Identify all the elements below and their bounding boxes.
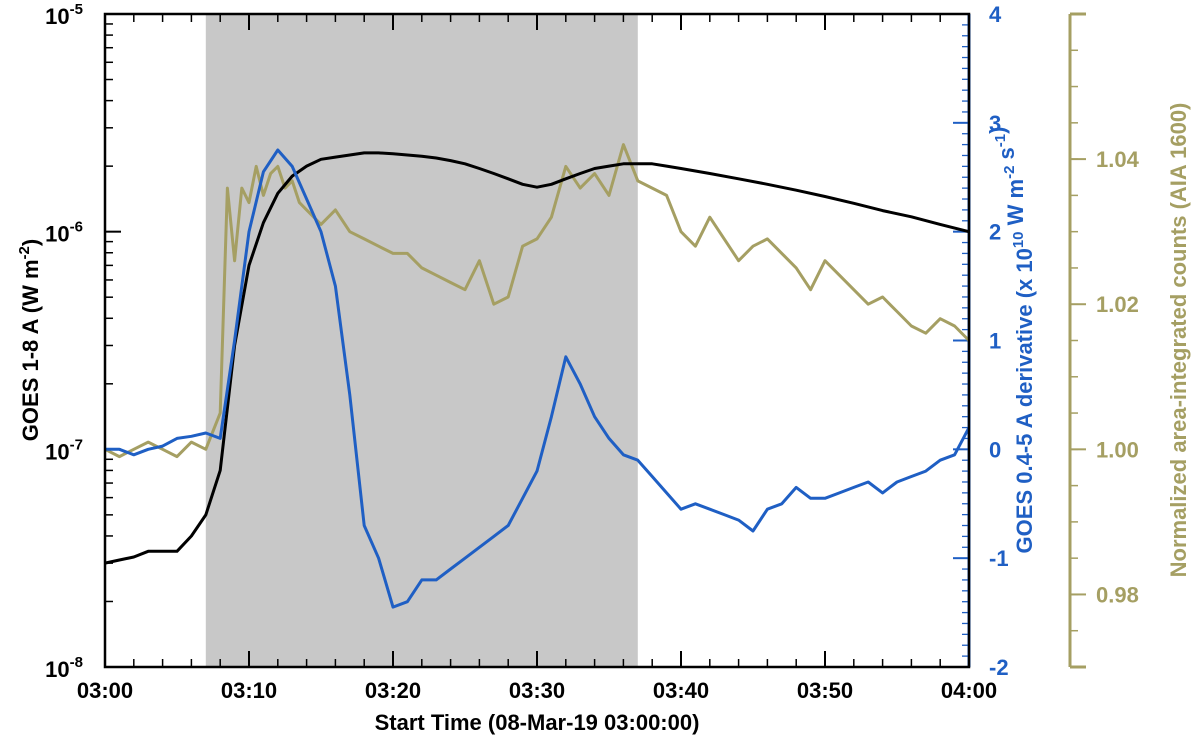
series-layer [104,143,971,609]
plot-frame [103,12,971,669]
aia-axis: 0.98 1.00 1.02 1.04 [1068,12,1140,669]
derivative-tick-label: 4 [989,2,1002,27]
x-axis: 03:00 03:10 03:20 03:30 03:40 03:50 04:00 [77,14,997,703]
left-axis-label: GOES 1-8 A (W m-2) [16,239,43,441]
derivative-tick-label: 2 [989,220,1001,245]
aia-tick-label: 1.04 [1096,147,1140,172]
x-tick-label: 03:50 [797,678,853,703]
left-tick-label: 10-5 [45,1,83,29]
aia-axis-label: Normalized area-integrated counts (AIA 1… [1166,103,1191,578]
x-tick-label: 03:20 [365,678,421,703]
goes-1-8a-line [104,151,970,565]
derivative-tick-label: 0 [989,437,1001,462]
aia-tick-label: 1.02 [1096,292,1139,317]
derivative-axis-label: GOES 0.4-5 A derivative (x 1010 W m-2 s-… [985,127,1037,554]
derivative-tick-label: -1 [989,546,1009,571]
derivative-tick-label: 1 [989,329,1001,354]
aia-counts-line [104,143,971,459]
aia-tick-label: 1.00 [1096,437,1139,462]
derivative-axis: -2 -1 0 1 2 3 4 [953,2,1009,680]
x-tick-label: 03:40 [653,678,709,703]
left-tick-label: 10-8 [45,654,83,682]
left-axis: 10-8 10-7 10-6 10-5 [45,1,121,682]
derivative-tick-label: 3 [989,111,1001,136]
x-tick-label: 03:30 [509,678,565,703]
left-tick-label: 10-6 [45,219,83,247]
x-tick-label: 04:00 [941,678,997,703]
aia-tick-label: 0.98 [1096,582,1139,607]
shaded-interval [205,14,638,667]
derivative-tick-label: -2 [989,655,1009,680]
x-tick-label: 03:10 [221,678,277,703]
x-tick-label: 03:00 [77,678,133,703]
x-axis-label: Start Time (08-Mar-19 03:00:00) [375,710,700,735]
left-tick-label: 10-7 [45,436,83,464]
derivative-line [105,148,971,609]
